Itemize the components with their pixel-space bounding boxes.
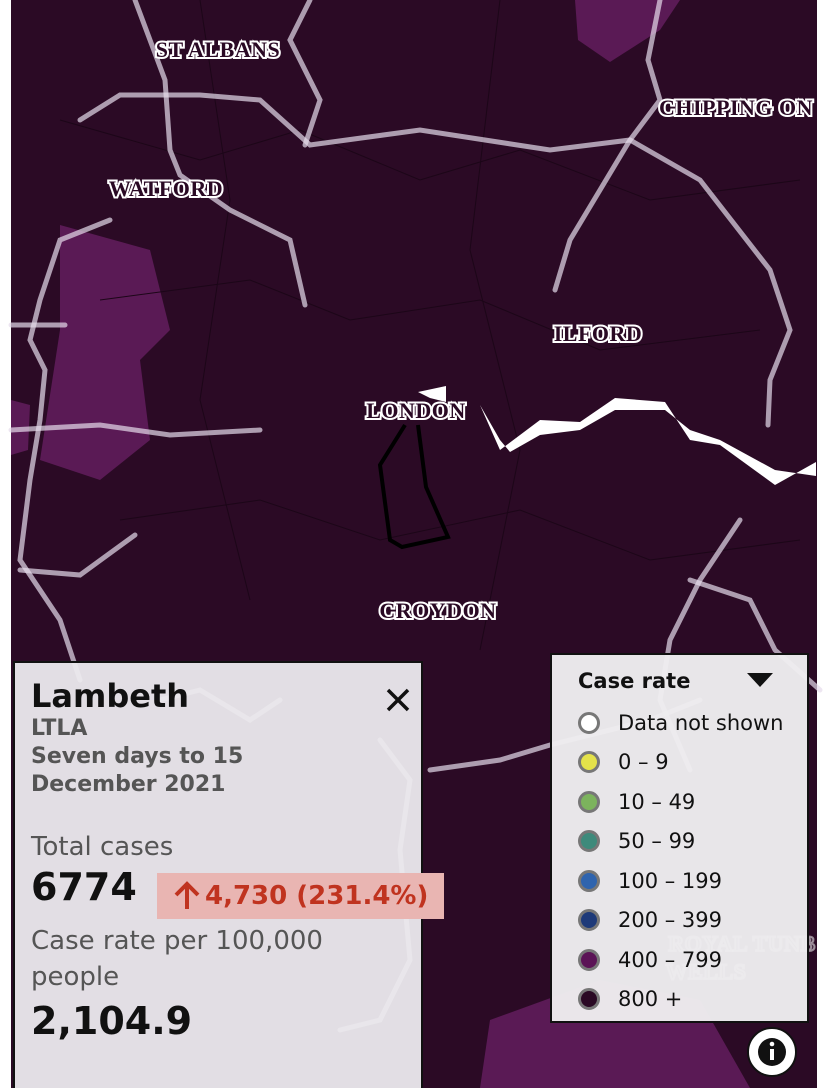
up-arrow [174,881,200,909]
total-cases: 6774 [31,865,137,909]
place-label: ILFORD [554,321,643,346]
legend-item: 10 – 49 [578,782,807,822]
change-value: 4,730 (231.4%) [205,881,429,911]
legend-swatch [578,909,600,932]
legend-label: 400 – 799 [618,947,723,972]
legend-item: 200 – 399 [578,901,807,941]
legend-item: 50 – 99 [578,822,807,862]
place-label: CROYDON [379,598,496,623]
case-rate-label: Case rate per 100,000 people [31,926,323,992]
close-button[interactable] [385,687,411,713]
legend-label: 200 – 399 [618,908,723,933]
legend-label: 50 – 99 [618,829,696,854]
total-cases-label: Total cases [31,832,174,862]
case-rate: 2,104.9 [31,999,193,1043]
place-label: WATFORD [109,176,223,201]
legend-swatch [578,711,600,734]
place-label: LONDON [366,398,466,423]
legend-swatch [578,751,600,774]
legend-label: 800 + [618,987,683,1012]
legend-swatch [578,948,600,971]
legend-label: 100 – 199 [618,868,723,893]
legend-item: 100 – 199 [578,861,807,901]
legend-swatch [578,790,600,813]
legend-item: 400 – 799 [578,940,807,980]
legend-header[interactable]: Case rate [578,665,807,697]
region [575,0,680,62]
info-button[interactable] [747,1027,797,1077]
legend-swatch [578,830,600,853]
place-label: CHIPPING ON [659,95,813,120]
river [480,398,816,485]
region [40,225,170,480]
selected-area-outline [377,423,451,550]
legend-items: Data not shown 0 – 9 10 – 49 50 – 99 100 – 1… [578,703,807,1019]
legend: Case rate Data not shown 0 – 9 10 – 49 50 –… [550,653,809,1023]
boundaries [59,0,801,651]
area-name: Lambeth [31,677,190,715]
legend-item: 0 – 9 [578,743,807,783]
legend-label: Data not shown [618,710,784,735]
legend-item: 800 + [578,980,807,1020]
legend-label: 0 – 9 [618,750,669,775]
change-badge: 4,730 (231.4%) [157,873,445,919]
legend-swatch [578,869,600,892]
place-label: ST ALBANS [156,37,281,62]
info-panel: Lambeth LTLA Seven days to 15 December 2… [13,661,445,1088]
area-type: LTLA [31,716,88,741]
period: Seven days to 15 December 2021 [31,744,244,797]
legend-item: Data not shown [578,703,807,743]
legend-swatch [578,988,600,1011]
legend-title: Case rate [578,669,691,693]
river [418,386,446,402]
legend-label: 10 – 49 [618,789,696,814]
collapse-icon[interactable] [747,673,773,689]
